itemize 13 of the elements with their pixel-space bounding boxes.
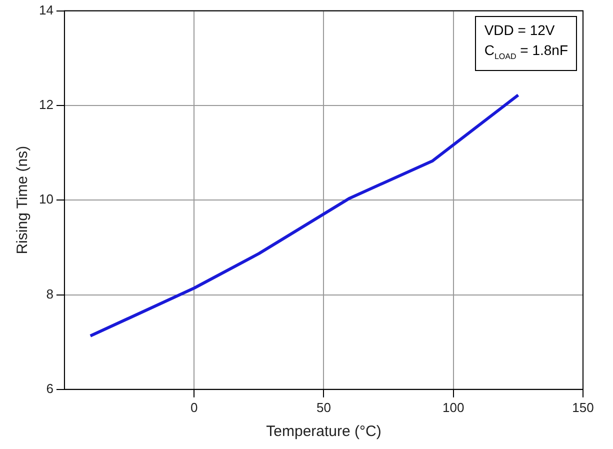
x-tick-label: 0 bbox=[190, 400, 198, 415]
y-tick-label: 6 bbox=[46, 380, 54, 396]
x-axis-title: Temperature (°C) bbox=[266, 423, 382, 440]
x-tick-label: 50 bbox=[316, 400, 331, 415]
annotation: C$_{LOAD}$ = 1.8nF bbox=[484, 41, 568, 63]
y-tick-label: 10 bbox=[38, 192, 54, 207]
x-tick-label: 100 bbox=[442, 400, 464, 415]
y-tick-label: 8 bbox=[46, 286, 54, 302]
y-tick-label: 12 bbox=[38, 97, 54, 112]
y-tick-label: 14 bbox=[38, 2, 54, 18]
y-axis-title: Rising Time (ns) bbox=[14, 146, 32, 254]
annotation: VDD = 12V bbox=[484, 21, 556, 40]
x-tick-label: 150 bbox=[572, 400, 594, 415]
